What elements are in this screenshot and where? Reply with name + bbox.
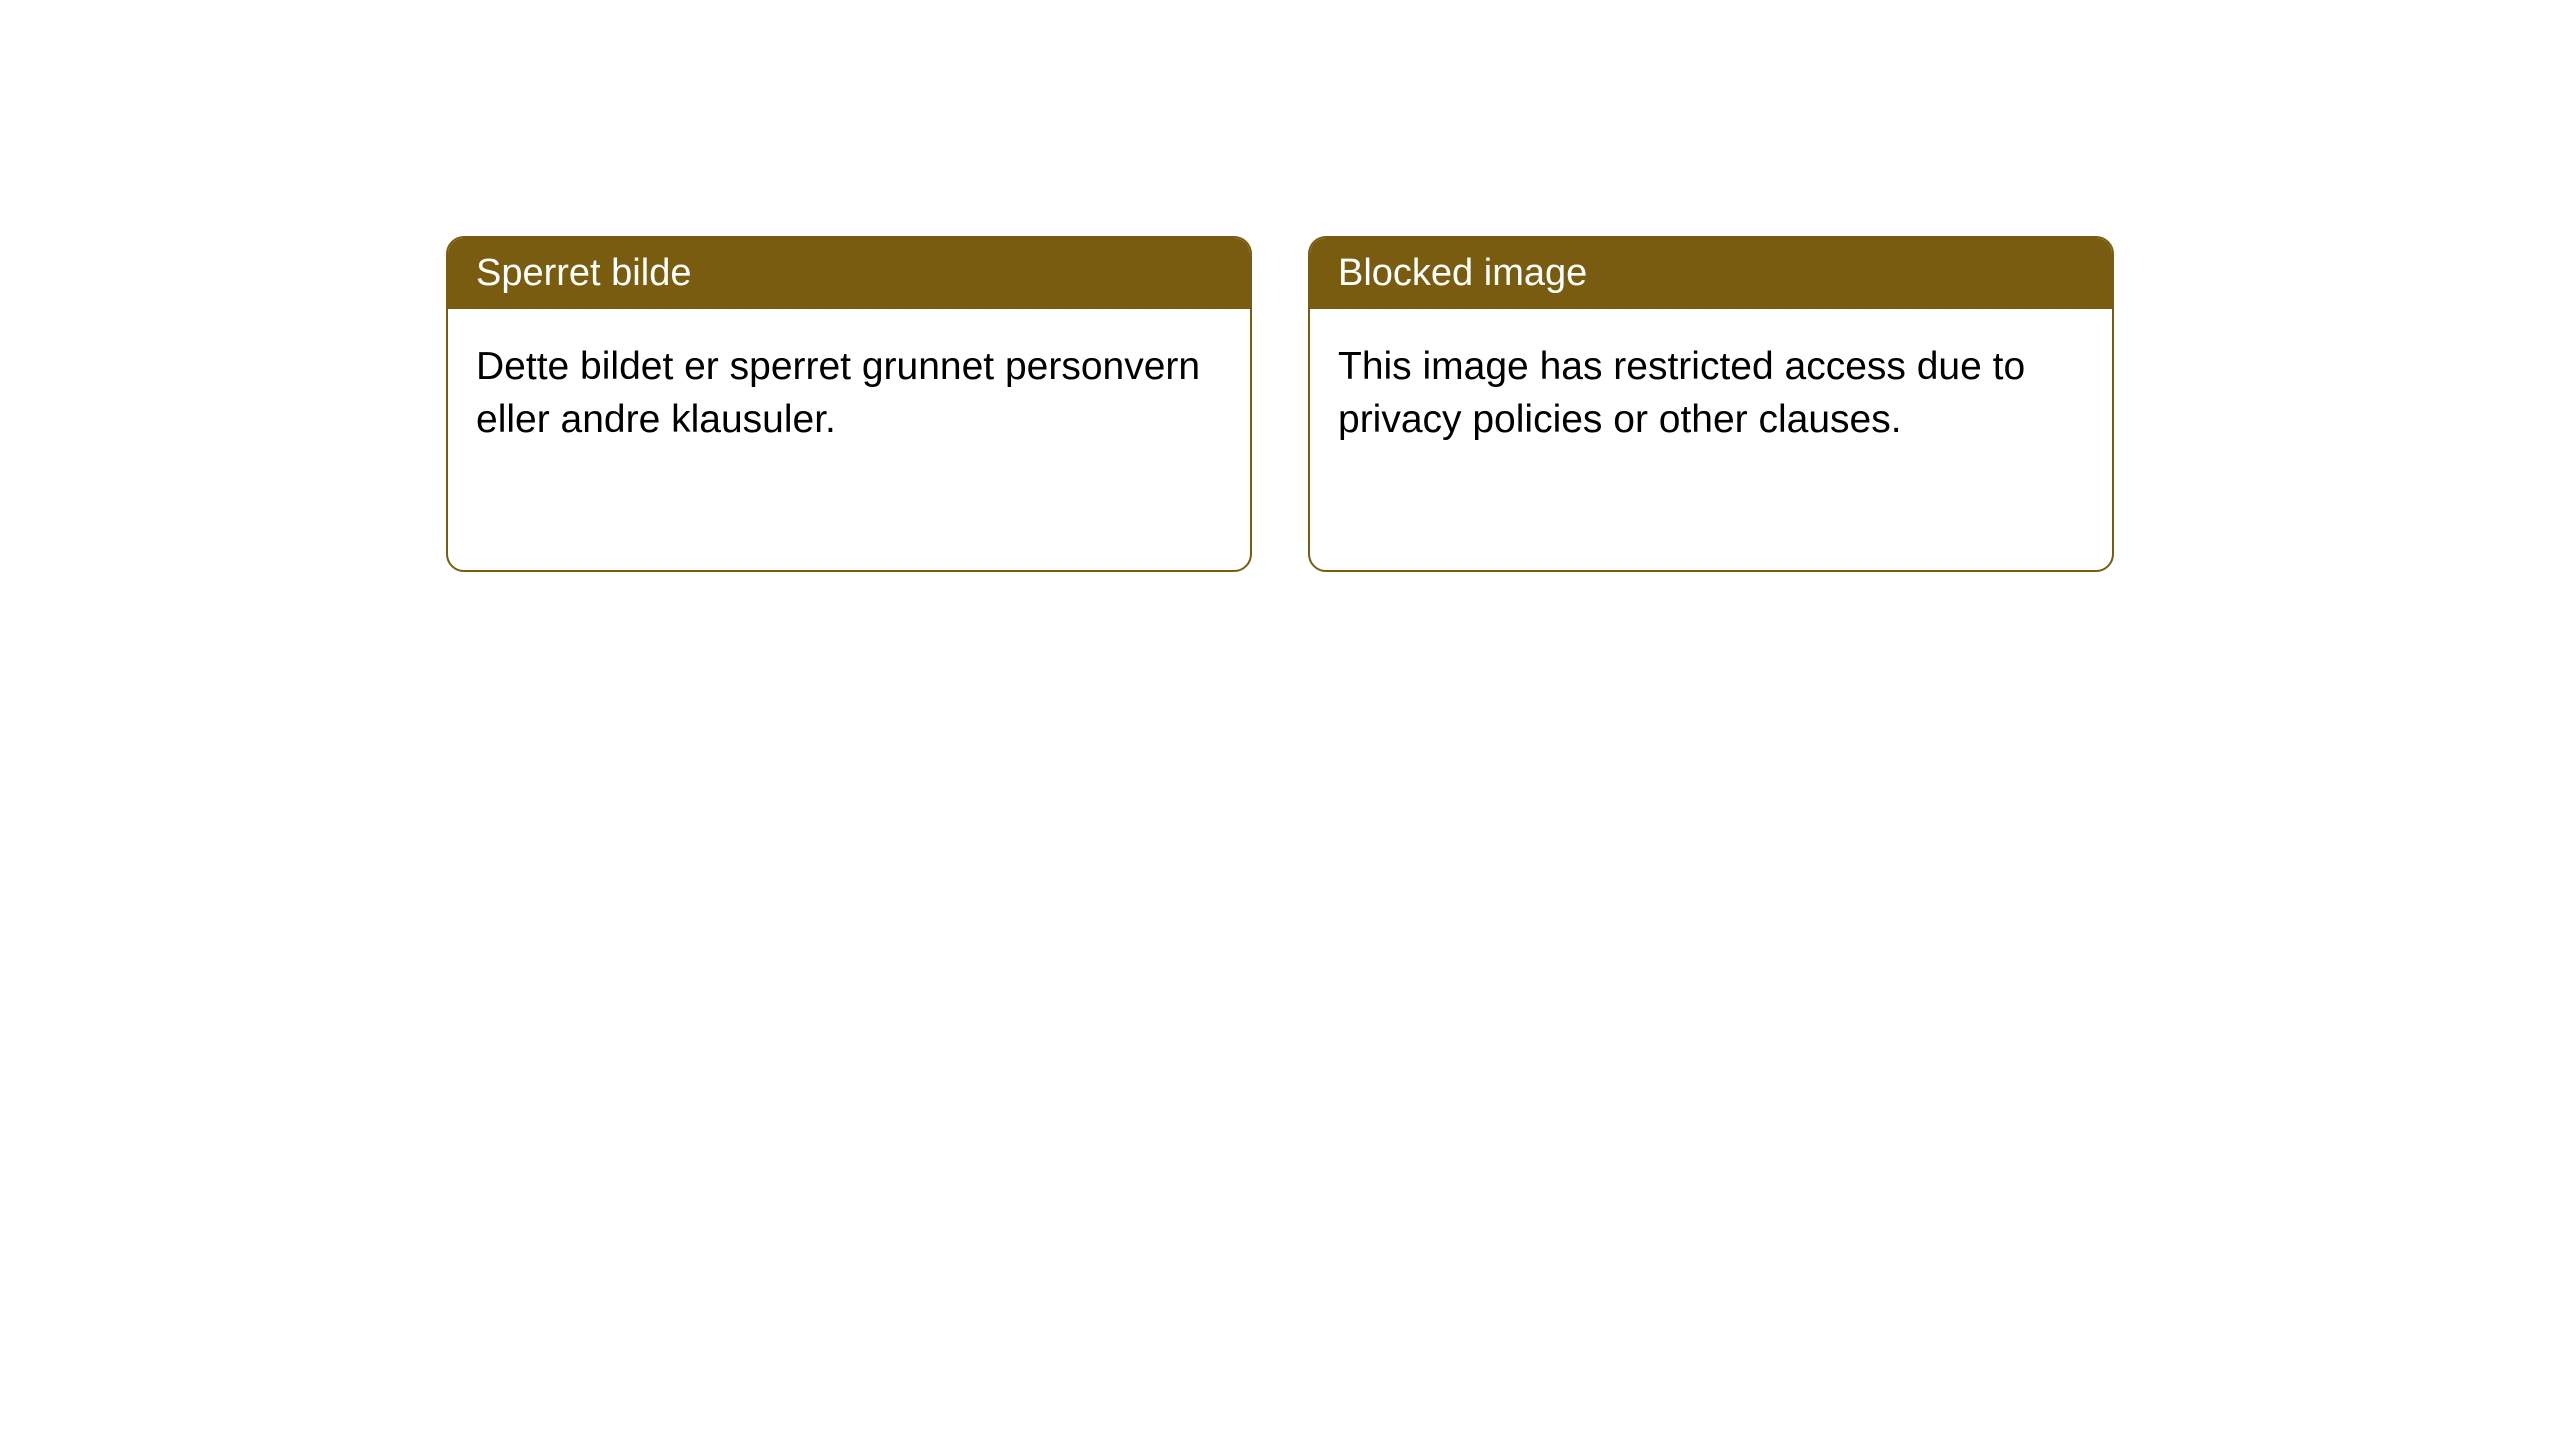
card-norwegian: Sperret bilde Dette bildet er sperret gr… [446,236,1252,572]
cards-container: Sperret bilde Dette bildet er sperret gr… [446,236,2114,572]
card-body: This image has restricted access due to … [1310,309,2112,478]
card-header: Sperret bilde [448,238,1250,309]
card-english: Blocked image This image has restricted … [1308,236,2114,572]
card-body: Dette bildet er sperret grunnet personve… [448,309,1250,478]
card-header: Blocked image [1310,238,2112,309]
